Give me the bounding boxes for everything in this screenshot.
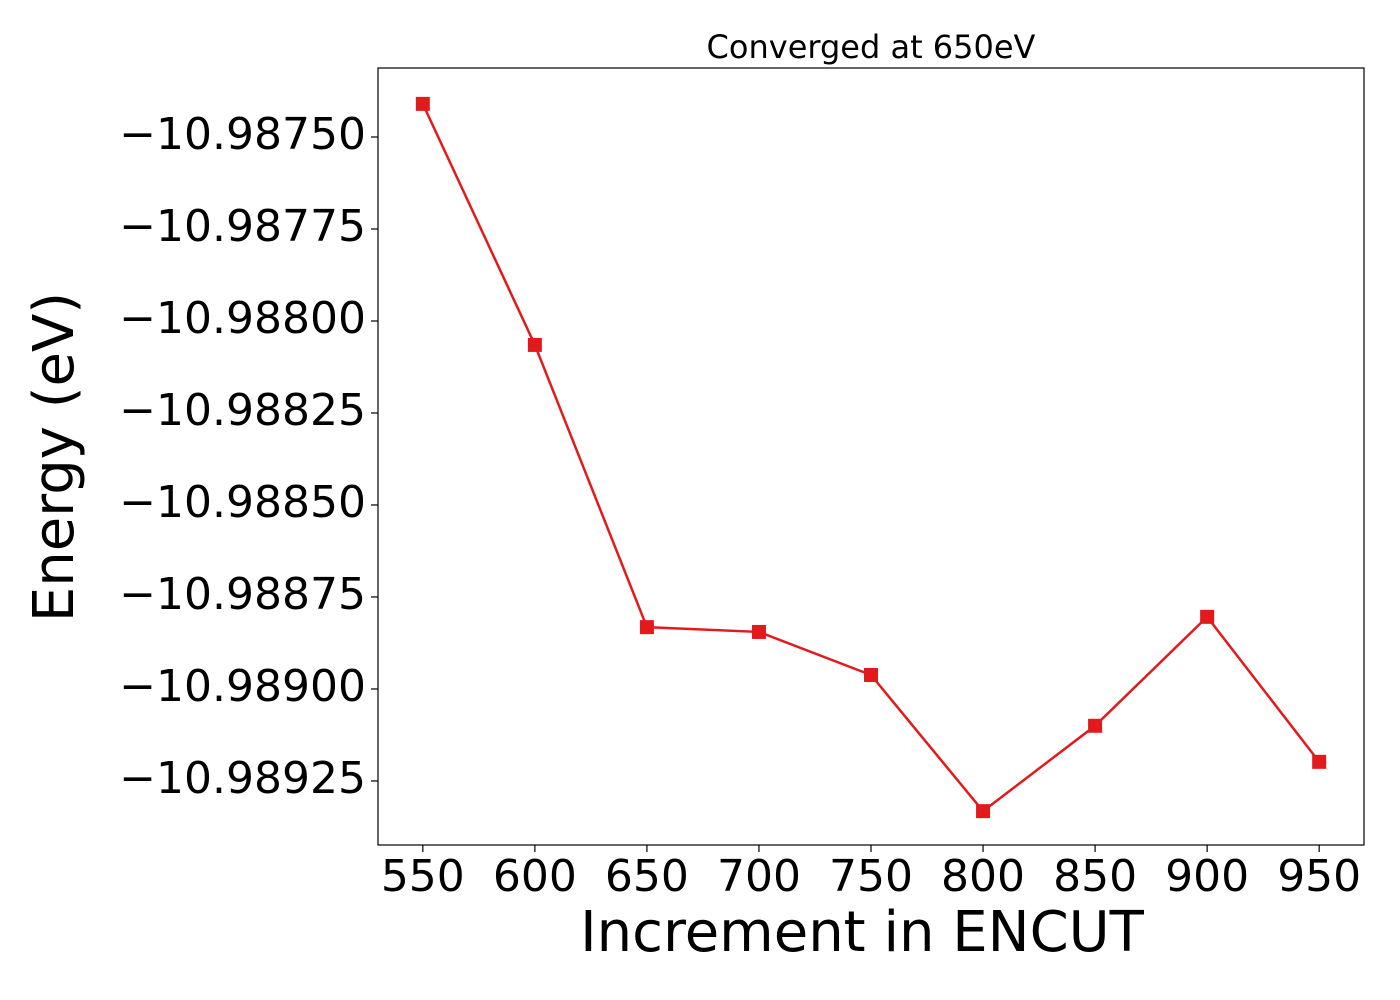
y-tick-label: −10.98750 [119, 109, 366, 160]
x-tick-label: 600 [493, 851, 577, 902]
x-tick-label: 650 [605, 851, 689, 902]
y-tick-label: −10.98925 [119, 753, 366, 804]
x-tick-label: 750 [829, 851, 913, 902]
y-tick-label: −10.98775 [119, 201, 366, 252]
x-tick-label: 800 [941, 851, 1025, 902]
marker [415, 96, 430, 111]
series-line [421, 103, 1321, 813]
x-tick-label: 900 [1165, 851, 1249, 902]
y-tick-label: −10.98875 [119, 569, 366, 620]
marker [1312, 754, 1327, 769]
marker [527, 337, 542, 352]
x-tick-label: 850 [1053, 851, 1137, 902]
x-tick-label: 950 [1277, 851, 1361, 902]
marker [1200, 609, 1215, 624]
plot-frame [377, 67, 1365, 846]
y-tick-label: −10.98850 [119, 477, 366, 528]
marker [751, 624, 766, 639]
marker [976, 804, 991, 819]
y-axis-label: Energy (eV) [22, 292, 87, 622]
x-tick-label: 550 [381, 851, 465, 902]
marker [1088, 718, 1103, 733]
y-tick-label: −10.98825 [119, 385, 366, 436]
chart-title: Converged at 650eV [707, 28, 1036, 66]
marker [639, 620, 654, 635]
x-axis-label: Increment in ENCUT [580, 900, 1145, 965]
y-tick-label: −10.98800 [119, 293, 366, 344]
y-tick-label: −10.98900 [119, 661, 366, 712]
x-tick-label: 700 [717, 851, 801, 902]
marker [864, 667, 878, 682]
